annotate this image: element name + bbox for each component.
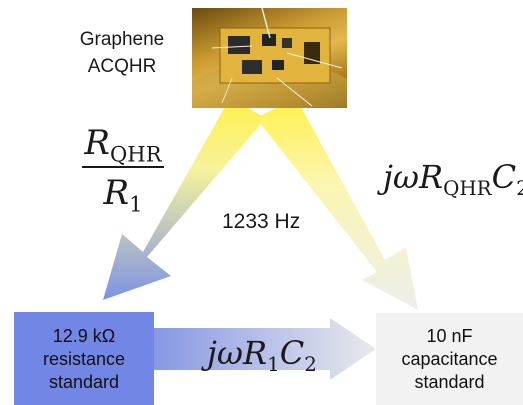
- capacitance-standard-box: [376, 313, 523, 405]
- fraction-bar: [82, 166, 164, 168]
- resistance-standard-box: [14, 312, 154, 405]
- device-label-line2: ACQHR: [87, 56, 157, 77]
- right-formula-subscript: QHR: [443, 176, 492, 200]
- numerator-subscript: QHR: [110, 141, 162, 167]
- right-formula-symbol2: C: [491, 158, 517, 196]
- capacitance-line2: capacitance: [401, 349, 498, 369]
- arrow-device-to-resistance: [103, 98, 266, 300]
- ratio-numerator: RQHR: [78, 123, 168, 164]
- right-formula-symbol: R: [419, 158, 444, 196]
- right-formula-subscript2: 2: [516, 176, 523, 200]
- numerator-symbol: R: [84, 123, 111, 163]
- capacitance-line3: standard: [414, 372, 485, 392]
- arrow-device-to-capacitance: [256, 98, 418, 310]
- resistance-standard-text: 12.9 kΩ resistance standard: [14, 314, 154, 405]
- denominator-symbol: R: [103, 173, 130, 213]
- bottom-arrow-formula: jωR1C2: [207, 334, 317, 374]
- device-label: Graphene ACQHR: [62, 26, 182, 80]
- resistance-line2: resistance: [42, 349, 126, 369]
- arrow-resistance-to-capacitance: [130, 318, 376, 380]
- resistance-ratio-formula: RQHR R1: [78, 123, 168, 214]
- device-photo-drawing: [192, 8, 347, 108]
- bottom-formula-symbol: R: [243, 334, 268, 372]
- resistance-line3: standard: [48, 372, 120, 392]
- capacitance-standard-text: 10 nF capacitance standard: [376, 314, 523, 405]
- bottom-formula-subscript: 1: [267, 352, 280, 376]
- right-arrow-formula: jωRQHRC2: [383, 158, 523, 198]
- bottom-formula-subscript2: 2: [304, 352, 317, 376]
- resistance-value: 12.9 kΩ: [52, 326, 116, 346]
- bottom-formula-symbol2: C: [279, 334, 305, 372]
- graphene-device-photo: [192, 8, 347, 108]
- right-formula-prefix: jω: [383, 158, 420, 196]
- capacitance-value: 10 nF: [426, 326, 473, 346]
- denominator-subscript: 1: [129, 191, 143, 217]
- frequency-label: 1233 Hz: [222, 210, 301, 233]
- device-label-line1: Graphene: [79, 29, 165, 50]
- ratio-denominator: R1: [78, 173, 168, 214]
- bottom-formula-prefix: jω: [207, 334, 244, 372]
